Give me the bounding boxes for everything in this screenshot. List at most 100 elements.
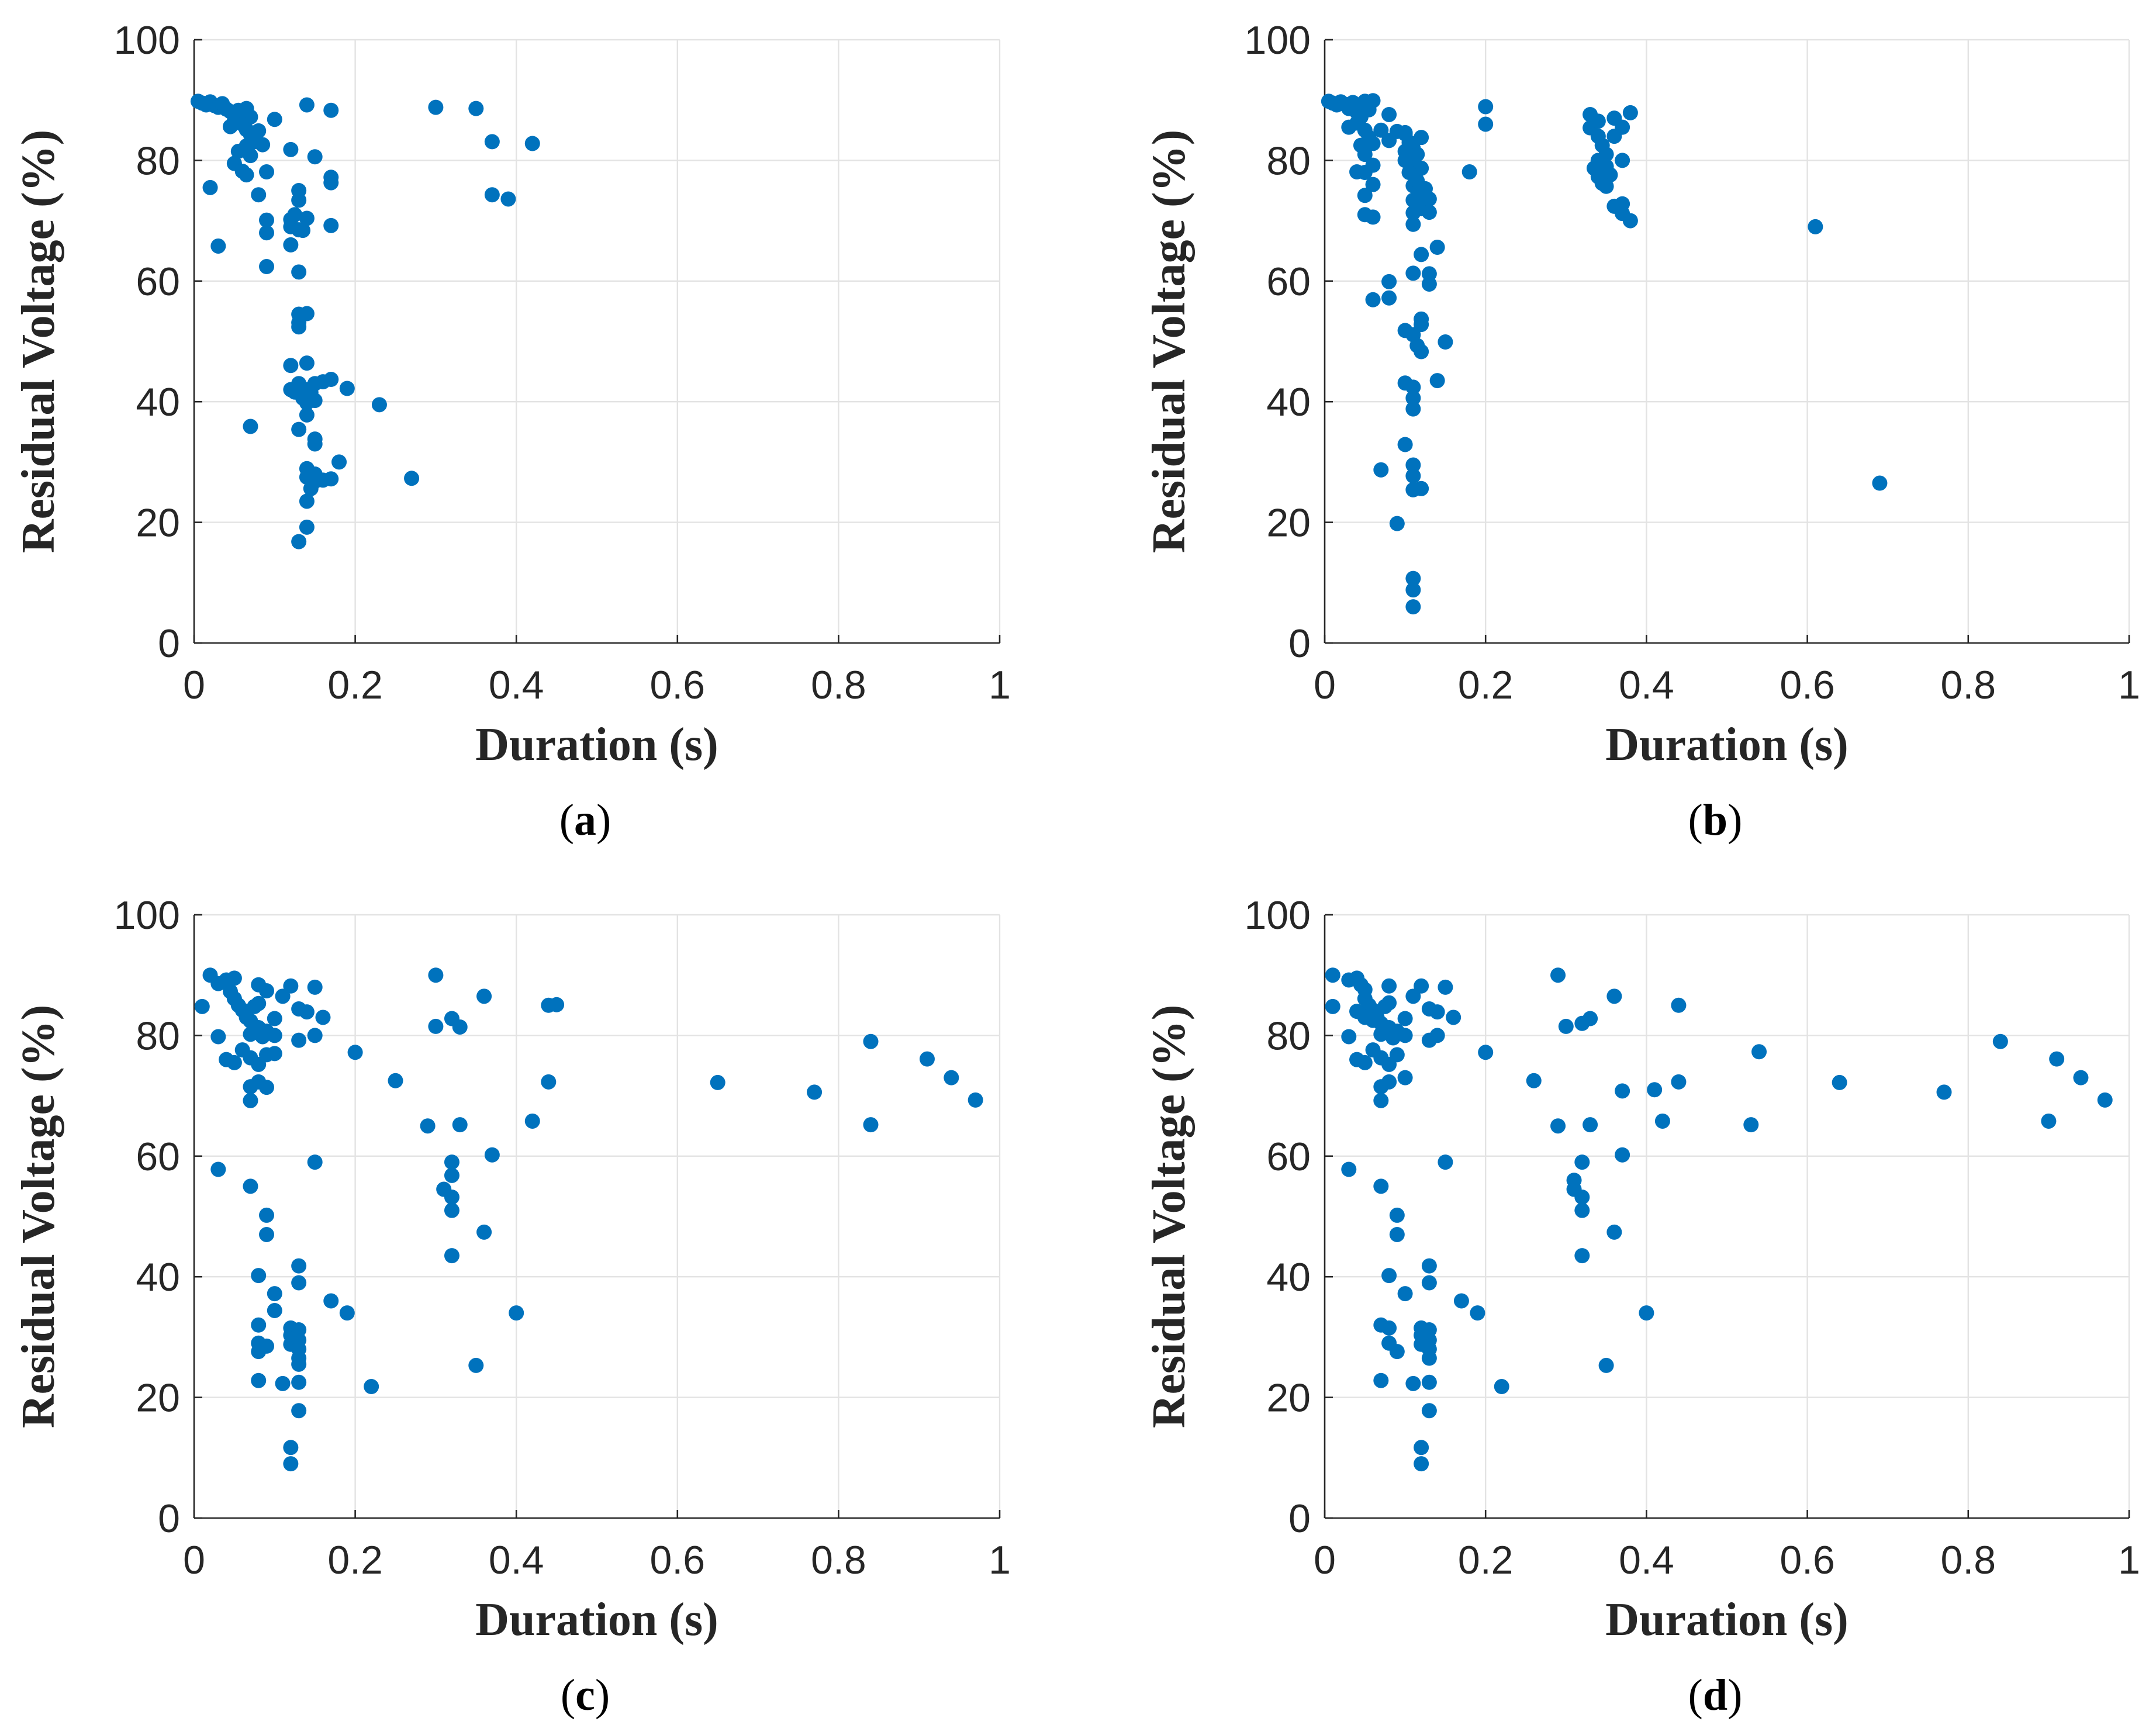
x-axis-label: Duration (s): [475, 1594, 718, 1645]
data-point: [1397, 1011, 1413, 1026]
data-point: [299, 97, 315, 113]
data-point: [1421, 1258, 1437, 1274]
data-point: [710, 1074, 725, 1090]
y-tick-labels: 0 20 40 60 80 100: [114, 18, 180, 666]
data-point: [807, 1084, 823, 1100]
panel-a: 0 0.2 0.4 0.6 0.8 1 0 20 40 60 80 100 Duration (s)…: [13, 18, 1011, 845]
data-point: [307, 1154, 323, 1170]
data-point: [202, 179, 218, 195]
data-point: [291, 534, 307, 549]
y-axis-label: Residual Voltage (%): [1143, 130, 1195, 554]
data-point: [323, 471, 339, 487]
data-point: [339, 1305, 355, 1321]
data-point: [1414, 344, 1429, 359]
x-tick-labels: 0 0.2 0.4 0.6 0.8 1: [1314, 663, 2140, 707]
data-point: [1365, 177, 1381, 192]
data-point: [1357, 147, 1373, 163]
data-point: [484, 134, 500, 150]
data-point: [444, 1167, 459, 1183]
y-tick-label: 0: [158, 621, 180, 666]
data-point: [1453, 1293, 1469, 1309]
data-point: [307, 436, 323, 452]
data-point: [1671, 997, 1687, 1013]
data-point: [299, 355, 315, 371]
data-point: [1478, 99, 1494, 115]
data-point: [1381, 1320, 1397, 1336]
data-point: [283, 1440, 299, 1456]
data-point: [299, 493, 315, 509]
grid-lines: [194, 914, 1001, 1518]
y-tick-label: 40: [1266, 380, 1311, 424]
data-point: [251, 1268, 267, 1284]
data-point: [315, 1010, 331, 1025]
x-axis-label: Duration (s): [475, 719, 718, 770]
x-tick-label: 0.6: [650, 663, 706, 707]
data-point: [251, 1317, 267, 1333]
data-point: [1397, 125, 1413, 140]
x-tick-label: 1: [2118, 663, 2140, 707]
data-point: [524, 136, 540, 151]
data-point: [468, 101, 484, 116]
x-tick-label: 1: [989, 1538, 1011, 1582]
data-point: [251, 1373, 267, 1388]
data-point: [1639, 1305, 1654, 1321]
grid-lines: [1325, 39, 2130, 643]
data-point: [1622, 105, 1638, 120]
data-point: [291, 1374, 307, 1390]
panel-c: 0 0.2 0.4 0.6 0.8 1 0 20 40 60 80 100 Duration (s)…: [13, 893, 1011, 1720]
data-point: [2097, 1092, 2113, 1108]
panel-b: 0 0.2 0.4 0.6 0.8 1 0 20 40 60 80 100 Duration (s)…: [1143, 18, 2140, 845]
data-point: [1381, 1074, 1397, 1090]
data-point: [1397, 1070, 1413, 1085]
data-point: [295, 223, 311, 238]
y-tick-label: 0: [158, 1496, 180, 1541]
data-point: [255, 137, 271, 153]
data-point: [243, 1178, 258, 1194]
data-point: [1438, 979, 1453, 995]
scatter-points: [190, 94, 540, 549]
data-point: [524, 1113, 540, 1129]
x-tick-label: 0.6: [1780, 663, 1835, 707]
x-tick-label: 0.2: [327, 1538, 383, 1582]
data-point: [444, 1154, 459, 1170]
data-point: [420, 1118, 436, 1134]
data-point: [275, 988, 291, 1004]
data-point: [2041, 1113, 2057, 1129]
data-point: [1373, 462, 1389, 478]
data-point: [323, 175, 339, 191]
data-point: [299, 519, 315, 535]
x-tick-label: 0.6: [1780, 1538, 1835, 1582]
data-point: [428, 1018, 444, 1034]
data-point: [239, 167, 254, 183]
panel-caption-letter: a: [574, 796, 596, 845]
axes: [193, 39, 1001, 644]
data-point: [1405, 468, 1421, 484]
data-point: [428, 967, 444, 983]
data-point: [1405, 571, 1421, 586]
data-point: [259, 983, 275, 999]
data-point: [291, 1356, 307, 1372]
data-point: [1414, 247, 1429, 262]
data-point: [1743, 1117, 1759, 1133]
data-point: [1381, 1268, 1397, 1284]
data-point: [323, 372, 339, 388]
data-point: [307, 393, 323, 409]
data-point: [259, 1226, 275, 1242]
x-tick-label: 1: [989, 663, 1011, 707]
data-point: [1606, 988, 1622, 1004]
y-tick-label: 20: [136, 501, 180, 545]
data-point: [452, 1019, 468, 1035]
data-point: [1421, 1350, 1437, 1366]
data-point: [283, 237, 299, 253]
data-point: [230, 143, 246, 159]
data-point: [1373, 1373, 1389, 1388]
data-point: [1405, 582, 1421, 598]
data-point: [1389, 1226, 1405, 1242]
x-tick-label: 0.8: [1941, 1538, 1996, 1582]
data-point: [243, 148, 258, 164]
x-tick-label: 1: [2118, 1538, 2140, 1582]
data-point: [1405, 265, 1421, 281]
data-point: [267, 1011, 282, 1026]
data-point: [1409, 147, 1425, 163]
data-point: [1598, 178, 1614, 194]
